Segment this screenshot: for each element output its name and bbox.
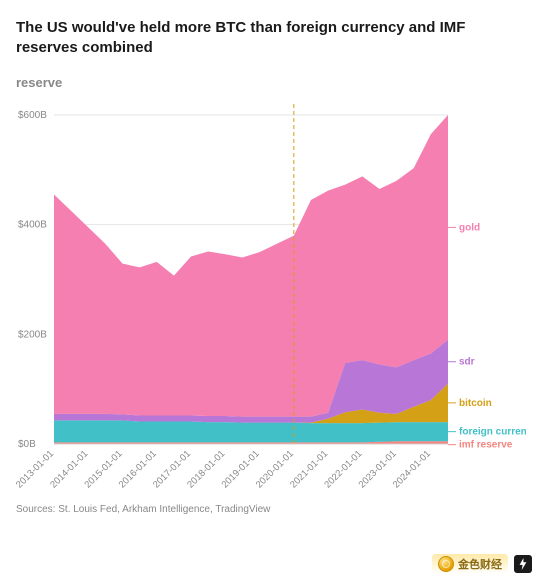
chart-area: $0B$200B$400B$600B2013-01-012014-01-0120… <box>16 98 526 498</box>
watermark-badge: 金色财经 <box>432 554 508 574</box>
watermark: 金色财经 <box>432 554 532 574</box>
series-label-sdr: sdr <box>459 356 475 367</box>
y-tick-label: $200B <box>18 329 47 340</box>
y-tick-label: $600B <box>18 109 47 120</box>
chart-subtitle: reserve <box>16 75 526 90</box>
series-label-bitcoin: bitcoin <box>459 397 492 408</box>
series-label-foreign_currency: foreign currency <box>459 426 526 437</box>
series-label-imf_reserve: imf reserve <box>459 439 513 450</box>
chart-svg: $0B$200B$400B$600B2013-01-012014-01-0120… <box>16 98 526 508</box>
y-tick-label: $400B <box>18 219 47 230</box>
watermark-text: 金色财经 <box>458 556 502 572</box>
bolt-icon <box>514 555 532 573</box>
y-tick-label: $0B <box>18 439 36 450</box>
area-foreign_currency <box>54 420 448 442</box>
series-label-gold: gold <box>459 222 480 233</box>
coin-icon <box>438 556 454 572</box>
chart-title: The US would've held more BTC than forei… <box>16 18 526 59</box>
